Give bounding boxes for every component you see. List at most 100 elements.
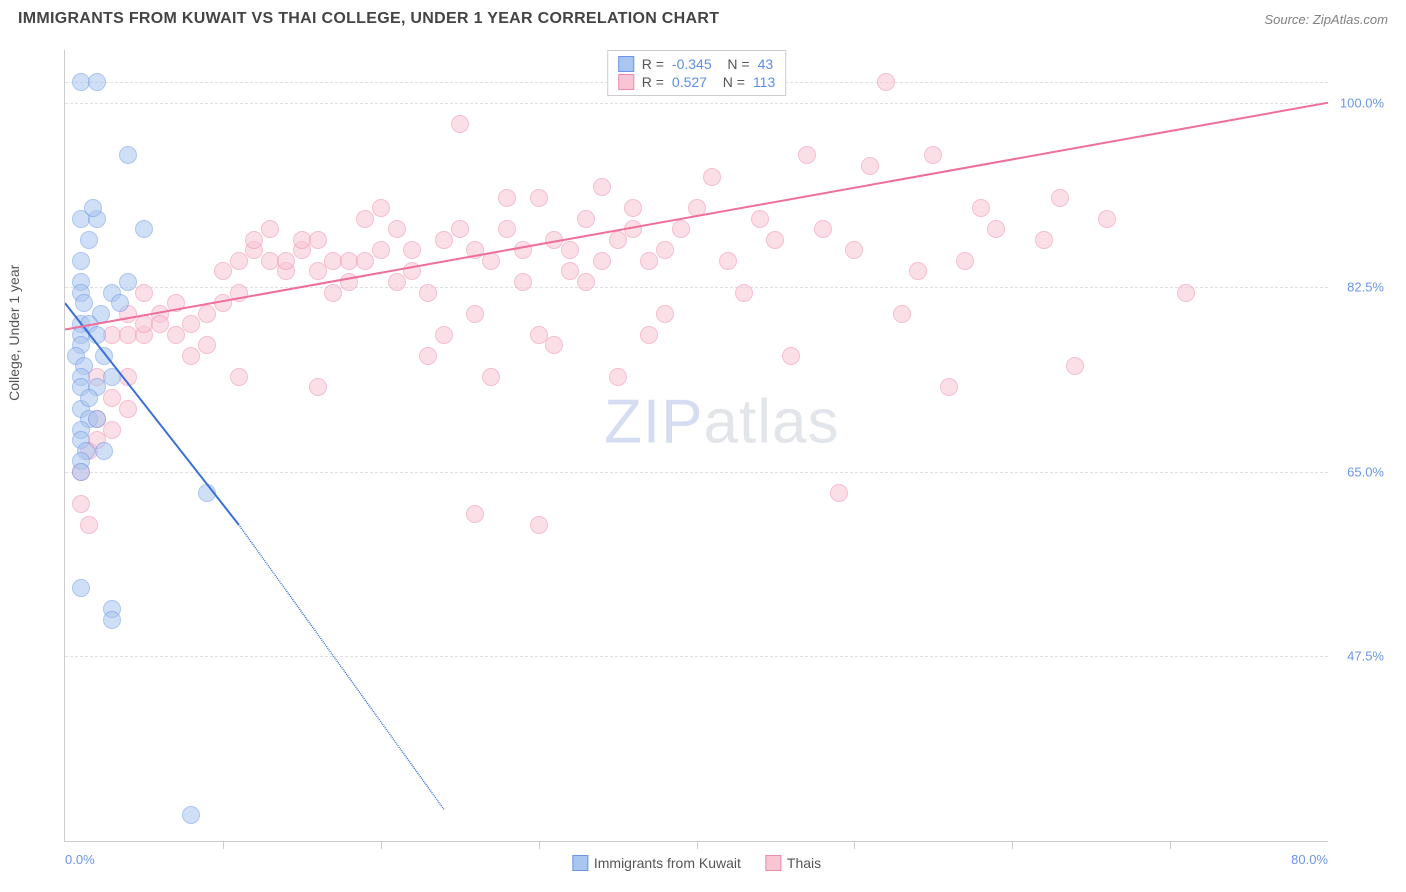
scatter-point — [403, 262, 421, 280]
scatter-point — [530, 516, 548, 534]
series-legend: Immigrants from Kuwait Thais — [572, 855, 821, 871]
gridline — [65, 656, 1328, 657]
scatter-point — [545, 231, 563, 249]
scatter-point — [309, 378, 327, 396]
scatter-point — [561, 241, 579, 259]
y-tick-label: 65.0% — [1347, 464, 1384, 479]
watermark: ZIPatlas — [604, 386, 839, 457]
n-value-thais: 113 — [753, 74, 775, 90]
scatter-point — [230, 284, 248, 302]
scatter-point — [1051, 189, 1069, 207]
x-axis-min-label: 0.0% — [65, 852, 95, 867]
scatter-point — [435, 231, 453, 249]
r-value-thais: 0.527 — [672, 74, 707, 90]
scatter-point — [845, 241, 863, 259]
scatter-point — [498, 189, 516, 207]
x-tick — [697, 841, 698, 849]
scatter-point — [80, 231, 98, 249]
scatter-point — [214, 262, 232, 280]
watermark-i: I — [643, 387, 661, 456]
scatter-point — [403, 241, 421, 259]
scatter-point — [656, 241, 674, 259]
scatter-point — [830, 484, 848, 502]
scatter-point — [80, 389, 98, 407]
scatter-point — [182, 347, 200, 365]
scatter-point — [103, 389, 121, 407]
gridline — [65, 472, 1328, 473]
scatter-point — [80, 516, 98, 534]
r-value-kuwait: -0.345 — [672, 56, 712, 72]
x-tick — [1012, 841, 1013, 849]
watermark-z: Z — [604, 387, 643, 456]
scatter-point — [688, 199, 706, 217]
scatter-point — [230, 368, 248, 386]
x-tick — [539, 841, 540, 849]
x-tick — [854, 841, 855, 849]
y-tick-label: 100.0% — [1340, 95, 1384, 110]
scatter-point — [167, 294, 185, 312]
scatter-point — [119, 368, 137, 386]
y-axis-label: College, Under 1 year — [6, 265, 22, 401]
scatter-point — [198, 305, 216, 323]
stats-legend: R = -0.345 N = 43 R = 0.527 N = 113 — [607, 50, 787, 96]
scatter-point — [782, 347, 800, 365]
scatter-point — [1098, 210, 1116, 228]
legend-item-thais: Thais — [765, 855, 821, 871]
legend-item-kuwait: Immigrants from Kuwait — [572, 855, 741, 871]
scatter-point — [514, 273, 532, 291]
scatter-point — [514, 241, 532, 259]
scatter-point — [88, 73, 106, 91]
x-tick — [223, 841, 224, 849]
scatter-point — [877, 73, 895, 91]
swatch-kuwait — [618, 56, 634, 72]
y-tick-label: 82.5% — [1347, 280, 1384, 295]
scatter-point — [577, 210, 595, 228]
scatter-point — [703, 168, 721, 186]
scatter-point — [893, 305, 911, 323]
scatter-point — [593, 252, 611, 270]
scatter-point — [309, 231, 327, 249]
scatter-point — [72, 495, 90, 513]
scatter-point — [72, 252, 90, 270]
chart-area: College, Under 1 year ZIPatlas R = -0.34… — [18, 40, 1388, 882]
scatter-point — [119, 146, 137, 164]
scatter-point — [103, 368, 121, 386]
scatter-point — [151, 315, 169, 333]
scatter-point — [656, 305, 674, 323]
scatter-point — [940, 378, 958, 396]
scatter-point — [956, 252, 974, 270]
plot-area: ZIPatlas R = -0.345 N = 43 R = 0.527 N =… — [64, 50, 1328, 842]
scatter-point — [751, 210, 769, 228]
scatter-point — [419, 284, 437, 302]
r-label: R = — [642, 56, 664, 72]
source-attribution: Source: ZipAtlas.com — [1264, 12, 1388, 27]
chart-title: IMMIGRANTS FROM KUWAIT VS THAI COLLEGE, … — [18, 10, 719, 28]
scatter-point — [167, 326, 185, 344]
scatter-point — [95, 347, 113, 365]
scatter-point — [372, 241, 390, 259]
scatter-point — [261, 220, 279, 238]
scatter-point — [466, 505, 484, 523]
scatter-point — [609, 231, 627, 249]
scatter-point — [388, 220, 406, 238]
scatter-point — [372, 199, 390, 217]
scatter-point — [498, 220, 516, 238]
scatter-point — [624, 199, 642, 217]
scatter-point — [451, 220, 469, 238]
scatter-point — [1177, 284, 1195, 302]
scatter-point — [119, 400, 137, 418]
scatter-point — [466, 305, 484, 323]
scatter-point — [577, 273, 595, 291]
scatter-point — [356, 252, 374, 270]
watermark-p: P — [661, 387, 703, 456]
gridline — [65, 103, 1328, 104]
scatter-point — [245, 231, 263, 249]
scatter-point — [88, 410, 106, 428]
scatter-point — [103, 421, 121, 439]
scatter-point — [419, 347, 437, 365]
legend-swatch-thais — [765, 855, 781, 871]
scatter-point — [861, 157, 879, 175]
y-tick-label: 47.5% — [1347, 649, 1384, 664]
scatter-point — [135, 284, 153, 302]
scatter-point — [388, 273, 406, 291]
